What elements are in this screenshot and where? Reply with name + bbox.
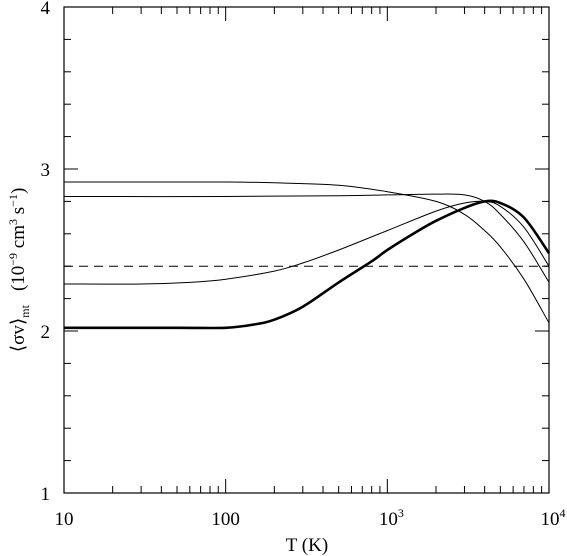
y-axis-label-unit-s: s <box>8 207 29 219</box>
y-axis-label: ⟨σv⟩mt (10−9 cm3 s−1) <box>6 188 32 353</box>
y-tick-label: 3 <box>41 160 51 181</box>
y-axis-label-close: ) <box>8 188 29 194</box>
y-tick-label: 2 <box>41 322 51 343</box>
series-layer <box>63 181 551 330</box>
y-axis-label-units: (10 <box>8 266 29 291</box>
y-axis-label-exp2: 3 <box>6 219 20 225</box>
y-tick-label: 4 <box>41 0 51 19</box>
y-axis-label-exp3: −1 <box>6 194 20 207</box>
minor-ticks <box>64 7 549 493</box>
y-tick-label: 1 <box>41 484 51 505</box>
y-axis-label-unit-cm: cm <box>8 225 29 253</box>
x-tick-label: 100 <box>211 509 240 530</box>
x-tick-label: 10 <box>55 509 74 530</box>
x-axis-label: T (K) <box>286 535 328 556</box>
y-axis-label-exp1: −9 <box>6 253 20 266</box>
y-axis-label-subscript: mt <box>18 304 32 317</box>
series-line-2 <box>63 193 550 283</box>
series-line-1 <box>64 181 550 324</box>
x-tick-label-exponent: 4 <box>560 506 566 520</box>
x-tick-label: 103 <box>379 506 404 530</box>
series-line-3 <box>63 200 550 285</box>
x-tick-label: 104 <box>541 506 566 530</box>
major-ticks <box>63 6 550 494</box>
plot-frame <box>63 6 550 494</box>
y-axis-label-main: ⟨σv⟩ <box>8 318 29 353</box>
tick-labels: 10 100 103 104 1 2 3 4 <box>41 0 566 530</box>
series-line-4 <box>64 199 551 330</box>
x-tick-label-exponent: 3 <box>398 506 404 520</box>
